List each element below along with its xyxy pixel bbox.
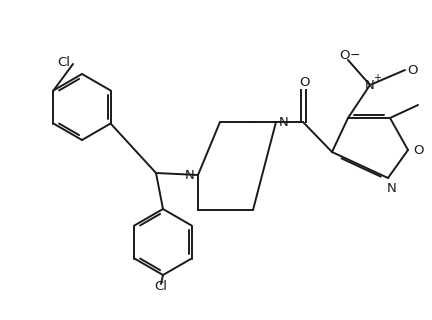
Text: O: O [413,143,423,156]
Text: O: O [300,76,310,89]
Text: Cl: Cl [57,55,70,68]
Text: N: N [365,78,375,92]
Text: N: N [279,116,289,129]
Text: O: O [408,63,418,76]
Text: O: O [339,49,349,61]
Text: −: − [350,49,360,61]
Text: Cl: Cl [155,281,168,293]
Text: +: + [373,73,381,83]
Text: N: N [185,169,195,181]
Text: N: N [387,181,397,195]
